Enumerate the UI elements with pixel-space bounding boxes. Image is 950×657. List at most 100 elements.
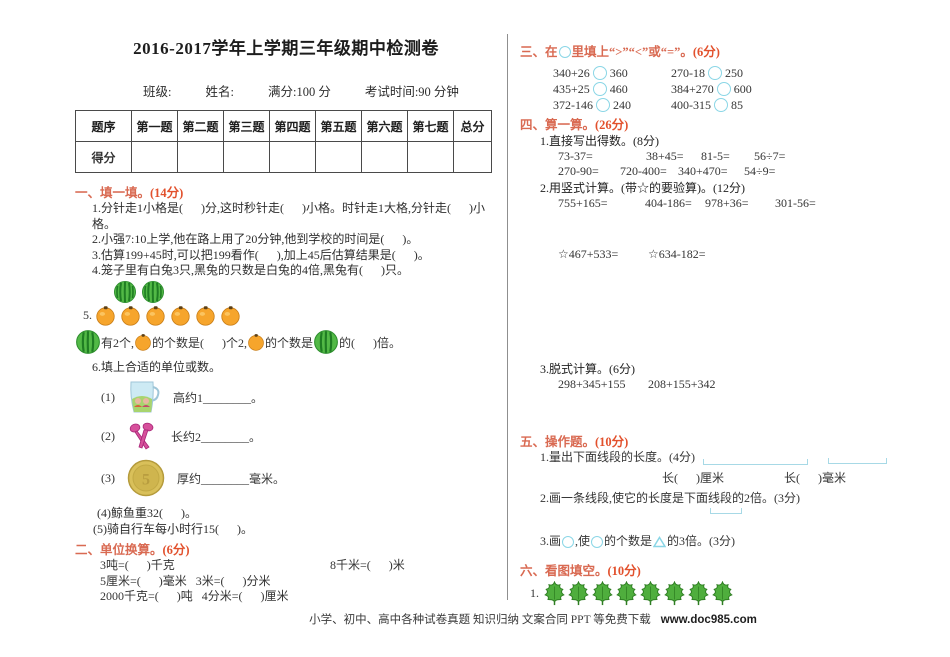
score-cell bbox=[407, 141, 454, 173]
score-table-header: 题序 bbox=[75, 110, 132, 142]
score-table-header: 第七题 bbox=[407, 110, 454, 142]
score-cell bbox=[131, 141, 178, 173]
score-row-label: 得分 bbox=[75, 141, 132, 173]
full-score-label: 满分:100 分 bbox=[267, 85, 331, 99]
compare-circle-icon bbox=[558, 46, 571, 58]
orange-icon bbox=[96, 306, 115, 326]
compare-circle-icon bbox=[708, 66, 722, 80]
compare-problems: 340+26 360 270-18 250 435+25 460 384+270 600… bbox=[520, 65, 940, 113]
score-table-header: 总分 bbox=[453, 110, 492, 142]
score-cell bbox=[269, 141, 316, 173]
section2-score: (6分) bbox=[162, 543, 190, 557]
score-table-header-row: 题序 第一题 第二题 第三题 第四题 第五题 第六题 第七题 总分 bbox=[75, 110, 492, 142]
watermelon-icon bbox=[114, 280, 136, 303]
item3-label: (3) bbox=[101, 470, 115, 485]
item1-label: (1) bbox=[101, 389, 115, 404]
sec1-q6: 6.填上合适的单位或数。 bbox=[92, 359, 222, 374]
watermelon-icon bbox=[314, 330, 338, 354]
mental-math-row: 73-37= 38+45= 81-5= 56÷7= bbox=[558, 149, 786, 163]
footer-url: www.doc985.com bbox=[660, 614, 757, 626]
score-table-header: 第四题 bbox=[269, 110, 316, 142]
footer-text: 小学、初中、高中各种试卷真题 知识归纳 文案合同 PPT 等免费下载 bbox=[309, 614, 651, 626]
class-label: 班级: bbox=[143, 85, 172, 99]
sec6-q1-number: 1. bbox=[530, 586, 539, 600]
sec1-q5-number: 5. bbox=[83, 308, 92, 322]
leaf-icon bbox=[616, 581, 637, 606]
sec1-q2: 2.小强7:10上学,他在路上用了20分钟,他到学校的时间是( )。 bbox=[92, 232, 419, 246]
compare-row: 435+25 460 384+270 600 bbox=[553, 81, 752, 96]
item2-label: (2) bbox=[101, 428, 115, 443]
triangle-icon bbox=[653, 535, 667, 547]
line-segment bbox=[703, 459, 808, 465]
score-table-header: 第六题 bbox=[361, 110, 408, 142]
leaf-icon bbox=[640, 581, 661, 606]
section1-score: (14分) bbox=[150, 186, 184, 200]
section6-heading: 六、看图填空。(10分) bbox=[520, 564, 641, 578]
score-table-header: 第三题 bbox=[223, 110, 270, 142]
sec4-sub1-heading: 1.直接写出得数。(8分) bbox=[540, 134, 659, 148]
sec5-q1: 1.量出下面线段的长度。(4分) bbox=[520, 450, 940, 465]
sec5-q3: 3.画 ,使 的个数是 的3倍。(3分) bbox=[540, 534, 736, 548]
sec1-q3: 3.估算199+45时,可以把199看作( ),加上45后估算结果是( )。 bbox=[92, 247, 430, 262]
compare-circle-icon bbox=[716, 82, 731, 96]
section5-score: (10分) bbox=[595, 435, 629, 449]
sec1-q6-item3: (3) 5 厚约________毫米。 bbox=[75, 459, 497, 497]
watermelon-icon bbox=[76, 330, 100, 354]
orange-icon bbox=[121, 306, 140, 326]
page-title: 2016-2017学年上学期三年级期中检测卷 bbox=[133, 39, 439, 58]
leaf-icon bbox=[664, 581, 685, 606]
score-table-header: 第二题 bbox=[177, 110, 224, 142]
section1-heading: 一、填一填。(14分) bbox=[75, 186, 184, 200]
line-segment bbox=[710, 508, 742, 514]
draw-circle-icon bbox=[562, 535, 575, 548]
sec5-q1-labels: 长( )厘米 长( )毫米 bbox=[662, 471, 846, 485]
sec1-q5-sentence: 有2个, 的个数是( )个2, 的个数是 的( )倍。 bbox=[75, 329, 497, 356]
sec1-q6-item1: (1) 高约1________。 bbox=[75, 379, 497, 415]
score-table-header: 第一题 bbox=[131, 110, 178, 142]
name-label: 姓名: bbox=[205, 85, 234, 99]
compare-circle-icon bbox=[596, 98, 610, 112]
mug-icon bbox=[130, 381, 160, 413]
leaf-group bbox=[543, 581, 735, 606]
orange-icon bbox=[248, 334, 264, 351]
item1-text: 高约1________。 bbox=[173, 390, 264, 405]
footer-watermark: 小学、初中、高中各种试卷真题 知识归纳 文案合同 PPT 等免费下载 www.do… bbox=[0, 611, 950, 627]
sec6-q1-leaves: 1. bbox=[520, 581, 940, 606]
orange-group bbox=[95, 305, 245, 326]
step-calc-row: 298+345+155 208+155+342 bbox=[558, 377, 716, 391]
unit-convert-row: 2000千克=( )吨 4分米=( )厘米 bbox=[100, 589, 289, 603]
right-column: 三、在 里填上“>”“<”或“=”。(6分) 340+26 360 270-18 25… bbox=[520, 0, 940, 606]
score-cell bbox=[453, 141, 492, 173]
exam-time-label: 考试时间:90 分钟 bbox=[364, 85, 459, 99]
compare-circle-icon bbox=[714, 98, 728, 112]
section3-heading: 三、在 里填上“>”“<”或“=”。(6分) bbox=[520, 45, 720, 59]
sec1-q6-item5: (5)骑自行车每小时行15( )。 bbox=[93, 521, 253, 536]
item3-text: 厚约________毫米。 bbox=[177, 471, 286, 486]
score-cell bbox=[223, 141, 270, 173]
orange-icon bbox=[221, 306, 240, 326]
score-table: 题序 第一题 第二题 第三题 第四题 第五题 第六题 第七题 总分 得分 bbox=[75, 110, 492, 173]
sec4-sub2-heading: 2.用竖式计算。(带☆的要验算)。(12分) bbox=[540, 181, 745, 195]
orange-icon bbox=[135, 334, 151, 351]
mental-math-row: 270-90= 720-400= 340+470= 54÷9= bbox=[558, 164, 776, 178]
column-divider bbox=[507, 34, 508, 600]
line-segment bbox=[828, 458, 887, 464]
orange-icon bbox=[171, 306, 190, 326]
section6-score: (10分) bbox=[607, 564, 641, 578]
section5-heading: 五、操作题。(10分) bbox=[520, 435, 629, 449]
watermelon-icon bbox=[142, 280, 164, 303]
section2-heading: 二、单位换算。(6分) bbox=[75, 543, 190, 557]
score-cell bbox=[315, 141, 362, 173]
sec4-sub3-heading: 3.脱式计算。(6分) bbox=[540, 362, 635, 376]
sec1-q6-item4: (4)鲸鱼重32( )。 bbox=[97, 506, 197, 520]
score-table-score-row: 得分 bbox=[75, 141, 492, 173]
score-table-header: 第五题 bbox=[315, 110, 362, 142]
sec1-q5-orange-row: 5. bbox=[75, 305, 497, 327]
star-check-row: ☆467+533= ☆634-182= bbox=[558, 247, 706, 261]
sec1-q6-item2: (2) 长约2________。 bbox=[75, 421, 497, 451]
leaf-icon bbox=[592, 581, 613, 606]
coin-icon: 5 bbox=[127, 459, 165, 497]
sec5-q2: 2.画一条线段,使它的长度是下面线段的2倍。(3分) bbox=[540, 491, 800, 505]
compare-row: 372-146 240 400-315 85 bbox=[553, 97, 743, 112]
